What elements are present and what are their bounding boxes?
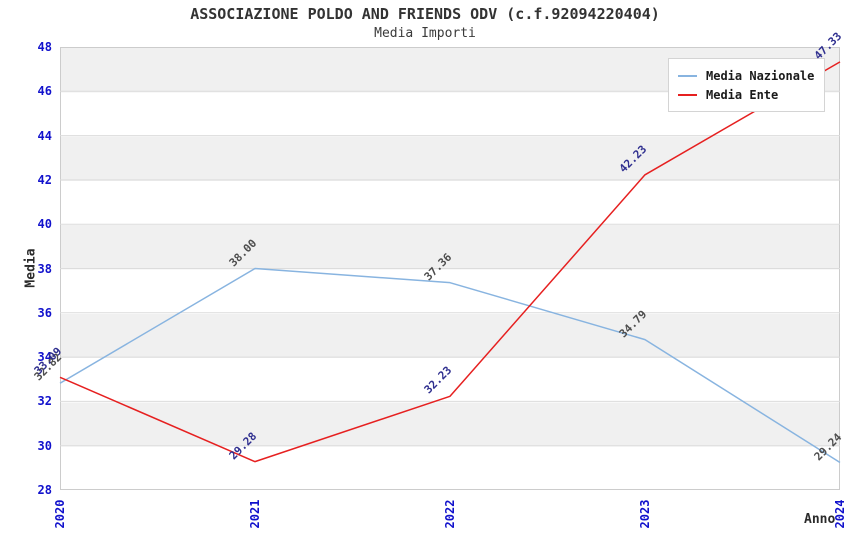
chart-title: ASSOCIAZIONE POLDO AND FRIENDS ODV (c.f.…	[190, 5, 660, 23]
y-tick-label: 32	[37, 394, 52, 409]
y-tick-label: 36	[37, 305, 52, 320]
chart-subtitle: Media Importi	[374, 26, 476, 41]
x-tick-label: 2020	[53, 499, 67, 529]
legend-item-media-ente: Media Ente	[678, 85, 814, 104]
x-tick-label: 2023	[638, 499, 652, 529]
y-tick-label: 30	[37, 438, 52, 453]
legend-item-media-nazionale: Media Nazionale	[678, 66, 814, 85]
y-tick-label: 40	[37, 217, 52, 232]
x-tick-label: 2021	[248, 499, 262, 529]
legend-line-swatch-ente	[678, 93, 697, 96]
y-tick-label: 34	[37, 350, 52, 365]
y-tick-label: 44	[37, 128, 52, 143]
x-tick-label: 2024	[833, 499, 847, 529]
y-tick-label: 28	[37, 483, 52, 497]
x-tick-label: 2022	[443, 499, 457, 529]
x-axis-label: Anno	[804, 512, 836, 527]
plot-area	[60, 47, 840, 490]
y-tick-label: 38	[37, 261, 52, 276]
legend-label-ente: Media Ente	[706, 87, 779, 102]
legend: Media Nazionale Media Ente	[668, 58, 826, 112]
legend-line-swatch-nazionale	[678, 74, 697, 77]
legend-label-nazionale: Media Nazionale	[706, 68, 815, 83]
y-tick-label: 48	[37, 40, 52, 54]
y-tick-label: 46	[37, 84, 52, 99]
y-tick-label: 42	[37, 172, 52, 187]
